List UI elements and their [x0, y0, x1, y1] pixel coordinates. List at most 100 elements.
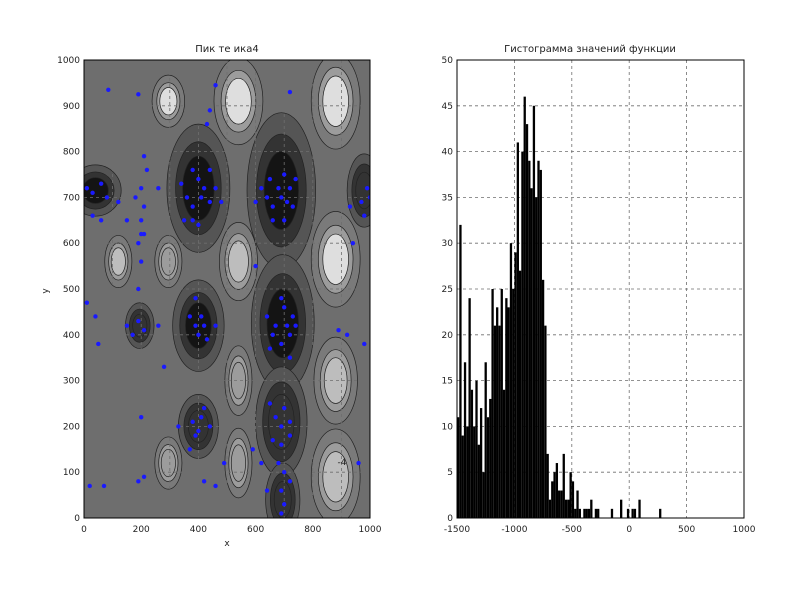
- histogram-bar: [530, 188, 533, 519]
- contour-y-tick-label: 300: [63, 377, 80, 387]
- histogram-bar: [523, 96, 526, 518]
- scatter-point: [213, 483, 218, 489]
- scatter-point: [347, 204, 353, 209]
- scatter-point: [250, 447, 255, 452]
- scatter-point: [204, 337, 210, 342]
- scatter-point: [279, 424, 284, 429]
- scatter-point: [362, 341, 367, 347]
- scatter-point: [344, 332, 350, 337]
- histogram-bar: [631, 508, 634, 518]
- histogram-bar: [496, 307, 499, 518]
- histogram-bar: [457, 417, 460, 518]
- scatter-point: [201, 186, 207, 191]
- scatter-point: [359, 199, 364, 205]
- scatter-point: [136, 318, 141, 324]
- histogram-bar: [482, 472, 485, 518]
- histogram-bar: [466, 426, 469, 518]
- contour-x-tick-label: 1000: [359, 525, 382, 535]
- scatter-point: [287, 186, 293, 191]
- scatter-point: [193, 295, 198, 301]
- histogram-y-tick-label: 10: [442, 422, 454, 432]
- scatter-point: [284, 323, 290, 328]
- contour-title: Пик те ика4: [195, 44, 258, 55]
- contour-band-10-2: [159, 87, 178, 116]
- scatter-point: [139, 186, 144, 191]
- histogram-bar: [486, 417, 490, 518]
- histogram-bar: [475, 380, 478, 518]
- histogram-bar: [620, 499, 623, 518]
- histogram-bar: [502, 389, 506, 518]
- scatter-point: [144, 167, 150, 173]
- histogram-bar: [626, 508, 630, 518]
- histogram-bar: [516, 142, 519, 518]
- scatter-point: [116, 199, 121, 205]
- histogram-y-tick-label: 20: [442, 331, 454, 341]
- histogram-bar: [505, 298, 508, 518]
- scatter-point: [290, 204, 295, 209]
- scatter-point: [190, 218, 195, 223]
- scatter-point: [282, 218, 287, 223]
- scatter-point: [267, 401, 273, 406]
- scatter-point: [270, 218, 275, 223]
- scatter-point: [336, 328, 341, 333]
- histogram-x-tick-label: -1500: [444, 525, 470, 535]
- scatter-point: [139, 415, 144, 420]
- histogram-bar: [633, 508, 637, 518]
- scatter-point: [282, 305, 287, 310]
- scatter-point: [282, 405, 287, 411]
- contour-y-tick-label: 800: [63, 148, 80, 158]
- histogram-bar: [541, 279, 545, 518]
- histogram-bar: [567, 499, 570, 518]
- contour-y-tick-label: 500: [63, 285, 80, 295]
- histogram-y-tick-label: 40: [442, 148, 454, 158]
- scatter-point: [293, 323, 298, 328]
- scatter-point: [279, 442, 284, 447]
- histogram-bar: [659, 508, 662, 518]
- histogram-bar: [638, 499, 641, 518]
- scatter-point: [199, 314, 204, 319]
- scatter-point: [106, 87, 111, 92]
- histogram-bar: [597, 508, 600, 518]
- scatter-point: [201, 405, 207, 411]
- scatter-point: [279, 511, 284, 516]
- contour-band-13-2: [110, 247, 126, 276]
- histogram-bar: [461, 435, 464, 518]
- scatter-point: [267, 346, 273, 351]
- scatter-point: [176, 424, 181, 429]
- scatter-point: [93, 314, 98, 319]
- scatter-point: [270, 204, 275, 209]
- scatter-point: [187, 447, 193, 452]
- scatter-point: [264, 488, 270, 493]
- histogram-y-tick-label: 30: [442, 239, 454, 249]
- histogram-y-tick-label: 0: [447, 514, 453, 524]
- scatter-point: [287, 89, 293, 95]
- scatter-point: [90, 190, 95, 196]
- contour-y-tick-label: 0: [74, 514, 80, 524]
- contour-x-tick-label: 800: [304, 525, 321, 535]
- histogram-bar: [521, 151, 524, 518]
- contour-y-tick-label: 100: [63, 468, 80, 478]
- histogram-bar: [610, 508, 614, 518]
- contour-band-21-2: [322, 451, 349, 503]
- contour-x-tick-label: 0: [81, 525, 87, 535]
- histogram-bar: [569, 472, 572, 518]
- histogram-x-tick-label: 500: [678, 525, 695, 535]
- contour-y-tick-label: 1000: [57, 56, 80, 66]
- scatter-point: [196, 428, 201, 434]
- scatter-point: [190, 419, 195, 425]
- histogram-bar: [539, 169, 542, 519]
- scatter-point: [270, 332, 275, 337]
- histogram-bar: [578, 508, 581, 518]
- scatter-point: [181, 218, 187, 223]
- scatter-point: [284, 199, 290, 205]
- scatter-point: [193, 323, 198, 328]
- scatter-point: [213, 186, 218, 191]
- histogram-bar: [564, 499, 568, 518]
- histogram-bar: [512, 289, 515, 518]
- scatter-point: [133, 195, 138, 200]
- scatter-point: [362, 213, 367, 218]
- scatter-point: [279, 488, 284, 493]
- histogram-bar: [537, 160, 540, 518]
- scatter-point: [273, 323, 278, 328]
- scatter-point: [204, 121, 210, 127]
